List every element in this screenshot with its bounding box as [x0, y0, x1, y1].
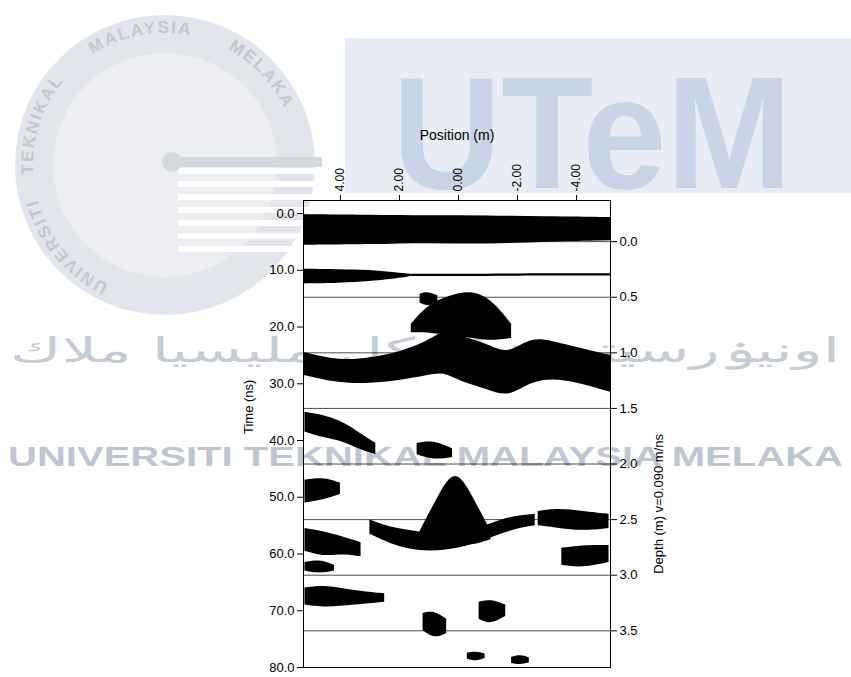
- svg-text:70.0: 70.0: [269, 603, 294, 618]
- svg-text:MELAKA: MELAKA: [226, 36, 298, 111]
- svg-text:-4.00: -4.00: [569, 164, 583, 192]
- svg-text:Depth (m) v=0.090 m/ns: Depth (m) v=0.090 m/ns: [651, 434, 666, 574]
- svg-text:2.5: 2.5: [620, 512, 638, 527]
- svg-text:20.0: 20.0: [269, 319, 294, 334]
- svg-text:Time (ns): Time (ns): [241, 380, 256, 434]
- svg-text:MALAYSIA: MALAYSIA: [85, 18, 194, 58]
- svg-text:3.5: 3.5: [620, 623, 638, 638]
- svg-text:2.0: 2.0: [620, 456, 638, 471]
- svg-text:-2.00: -2.00: [510, 164, 524, 192]
- svg-text:50.0: 50.0: [269, 489, 294, 504]
- svg-text:اونيۏرسيتي تيكنيكل مليسيا ملاك: اونيۏرسيتي تيكنيكل مليسيا ملاك: [10, 330, 463, 370]
- svg-text:UNIVERSITI TEKNIKAL MALAYSIA M: UNIVERSITI TEKNIKAL MALAYSIA MELAKA: [8, 442, 843, 472]
- svg-text:UNIVERSITI: UNIVERSITI: [23, 197, 111, 298]
- svg-text:0.0: 0.0: [620, 234, 638, 249]
- svg-text:4.00: 4.00: [333, 168, 347, 192]
- svg-text:60.0: 60.0: [269, 546, 294, 561]
- svg-text:80.0: 80.0: [269, 660, 294, 675]
- svg-text:2.00: 2.00: [392, 168, 406, 192]
- svg-text:1.5: 1.5: [620, 401, 638, 416]
- svg-text:0.00: 0.00: [451, 168, 465, 192]
- svg-text:0.0: 0.0: [276, 206, 294, 221]
- svg-text:Position (m): Position (m): [420, 127, 495, 143]
- svg-text:10.0: 10.0: [269, 262, 294, 277]
- svg-text:30.0: 30.0: [269, 376, 294, 391]
- svg-text:3.0: 3.0: [620, 567, 638, 582]
- svg-text:1.0: 1.0: [620, 345, 638, 360]
- svg-text:0.5: 0.5: [620, 289, 638, 304]
- svg-text:40.0: 40.0: [269, 433, 294, 448]
- svg-text:TEKNIKAL: TEKNIKAL: [18, 71, 67, 175]
- svg-text:UTeM: UTeM: [392, 43, 792, 222]
